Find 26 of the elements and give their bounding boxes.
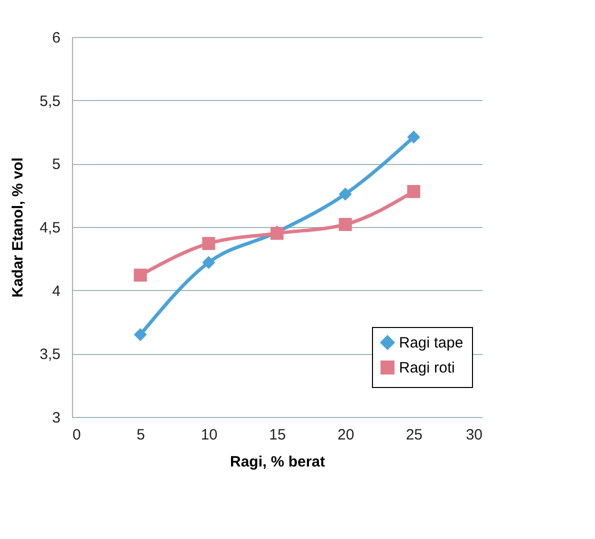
- point: [202, 256, 216, 269]
- legend-label: Ragi roti: [399, 360, 455, 376]
- point: [407, 185, 420, 198]
- x-tick-label: 15: [269, 426, 286, 444]
- x-tick-label: 5: [136, 426, 146, 444]
- y-tick-label: 4: [52, 282, 60, 300]
- point: [134, 328, 147, 342]
- point: [338, 188, 352, 201]
- point: [134, 268, 147, 282]
- y-axis-title: Kadar Etanol, % vol: [10, 157, 27, 298]
- y-tick-label: 6: [52, 30, 60, 46]
- point: [338, 218, 352, 231]
- x-tick-label: 30: [466, 426, 482, 444]
- x-tick-label: 0: [72, 426, 81, 444]
- x-axis-title: Ragi, % berat: [230, 454, 326, 470]
- x-tick-label: 25: [406, 426, 423, 444]
- y-tick-label: 3: [52, 410, 60, 426]
- y-tick-label: 4,5: [40, 220, 60, 236]
- y-tick-label: 5,5: [40, 92, 60, 110]
- point: [407, 130, 420, 144]
- y-tick-label: 5: [52, 156, 60, 174]
- point: [202, 236, 216, 250]
- legend-label: Ragi tape: [399, 334, 464, 352]
- y-tick-label: 3,5: [40, 346, 60, 364]
- x-tick-label: 10: [200, 426, 218, 444]
- x-tick-label: 20: [337, 426, 354, 444]
